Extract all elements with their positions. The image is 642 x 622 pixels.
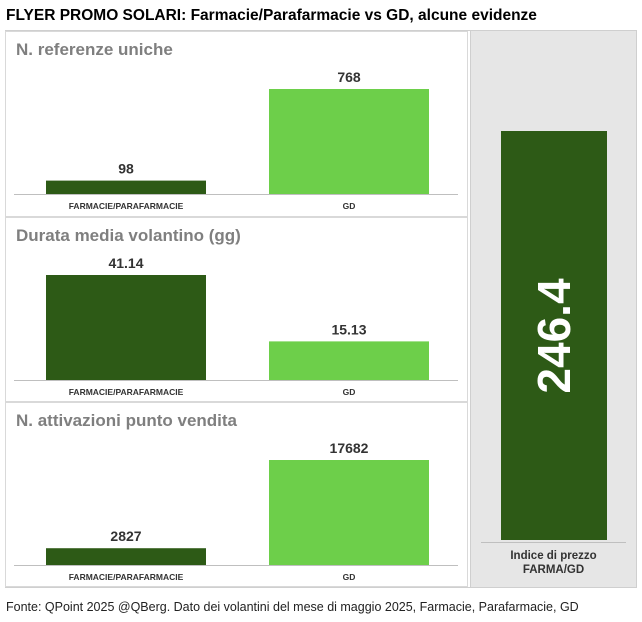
index-category-label-line2: FARMA/GD [522,564,585,576]
bar-value-label-referenze-gd: 768 [337,69,361,85]
page-title: FLYER PROMO SOLARI: Farmacie/Parafarmaci… [6,7,537,24]
bar-durata-farmacie [46,275,206,380]
chart-panel-referenze: N. referenze uniche 98 FARMACIE/PARAFARMA… [5,31,468,217]
bar-referenze-farmacie [46,180,206,194]
bar-referenze-gd [269,89,429,194]
index-category-label-line1: Indice di prezzo [510,550,597,562]
bar-value-label-referenze-farmacie: 98 [118,161,134,177]
index-axis-line [481,542,626,543]
chart-attivazioni: 2827 FARMACIE/PARAFARMACIE 17682 GD [14,440,458,582]
source-note: Fonte: QPoint 2025 @QBerg. Dato dei vola… [6,600,579,614]
category-label-attivazioni-gd: GD [343,572,356,582]
panel-title-attivazioni: N. attivazioni punto vendita [16,411,238,430]
category-label-durata-farmacie: FARMACIE/PARAFARMACIE [69,387,184,397]
category-label-referenze-gd: GD [343,201,356,211]
bar-value-label-attivazioni-farmacie: 2827 [110,528,141,544]
bar-value-label-attivazioni-gd: 17682 [330,440,369,456]
chart-panel-durata: Durata media volantino (gg) 41.14 FARMACI… [5,217,468,402]
bar-attivazioni-gd [269,460,429,565]
category-label-attivazioni-farmacie: FARMACIE/PARAFARMACIE [69,572,184,582]
bar-durata-gd [269,341,429,380]
index-panel: 246.4 Indice di prezzo FARMA/GD [470,30,637,588]
category-label-durata-gd: GD [343,387,356,397]
panel-title-durata: Durata media volantino (gg) [16,226,241,245]
chart-panel-attivazioni: N. attivazioni punto vendita 2827 FARMACI… [5,402,468,587]
bar-attivazioni-farmacie [46,548,206,565]
index-bar: 246.4 [501,131,607,540]
bar-value-label-durata-farmacie: 41.14 [108,255,143,271]
index-value-label: 246.4 [528,277,580,394]
chart-referenze: 98 FARMACIE/PARAFARMACIE 768 GD [14,69,458,211]
category-label-referenze-farmacie: FARMACIE/PARAFARMACIE [69,201,184,211]
panel-title-referenze: N. referenze uniche [16,40,173,59]
bar-value-label-durata-gd: 15.13 [331,321,366,337]
chart-durata: 41.14 FARMACIE/PARAFARMACIE 15.13 GD [14,255,458,397]
